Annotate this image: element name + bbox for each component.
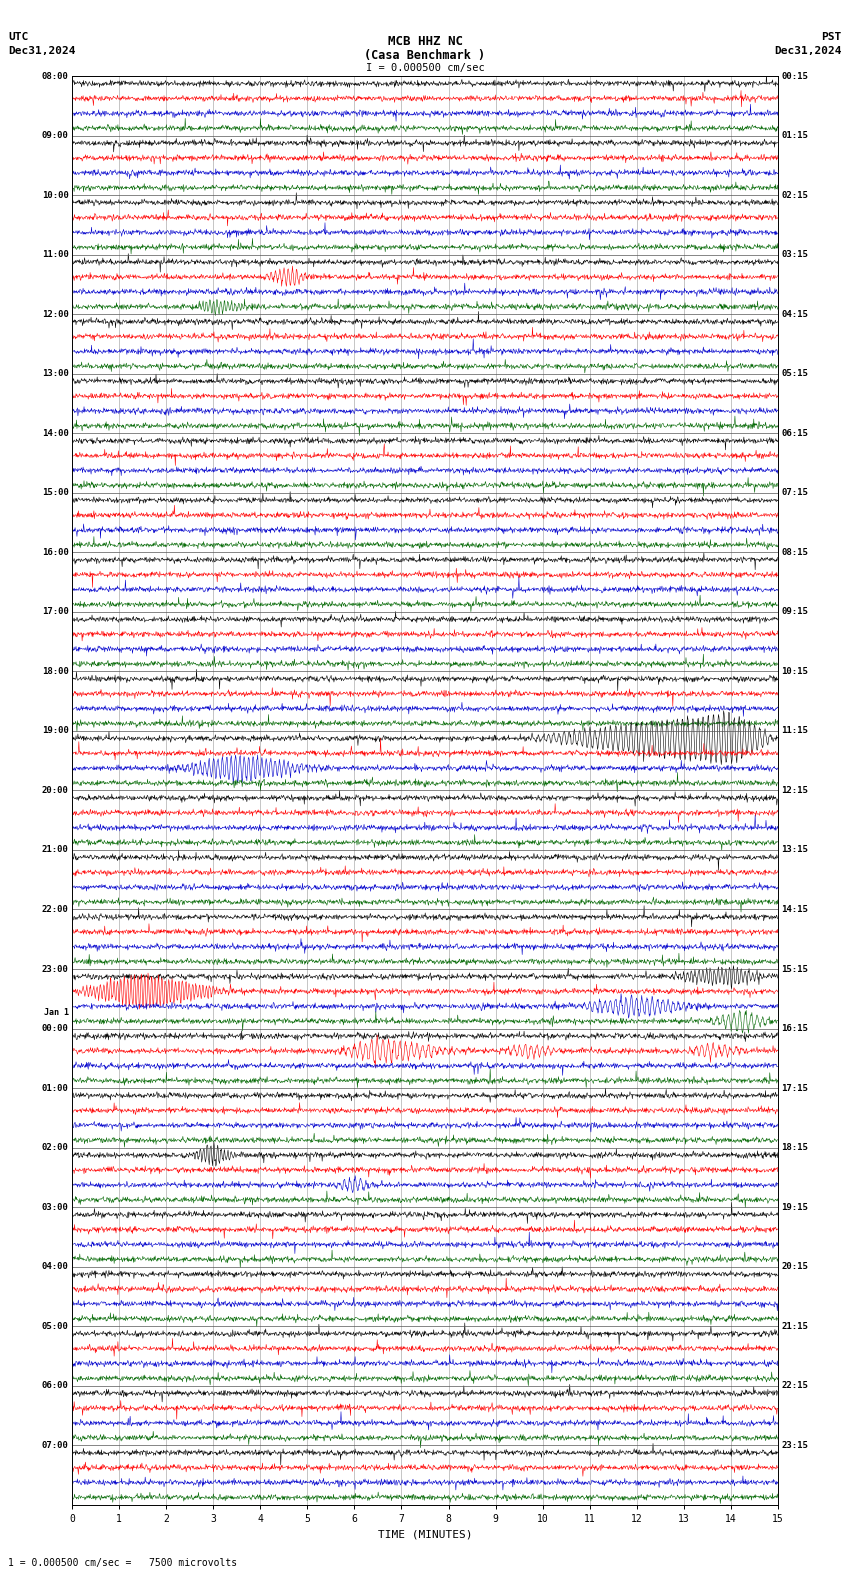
Text: UTC: UTC [8, 32, 29, 41]
Text: I = 0.000500 cm/sec: I = 0.000500 cm/sec [366, 63, 484, 73]
Text: (Casa Benchmark ): (Casa Benchmark ) [365, 49, 485, 62]
Text: 10:00: 10:00 [42, 190, 69, 200]
Text: 05:15: 05:15 [781, 369, 808, 379]
Text: MCB HHZ NC: MCB HHZ NC [388, 35, 462, 48]
Text: 16:15: 16:15 [781, 1023, 808, 1033]
Text: 08:00: 08:00 [42, 71, 69, 81]
Text: PST: PST [821, 32, 842, 41]
Text: 20:00: 20:00 [42, 786, 69, 795]
Text: 14:15: 14:15 [781, 904, 808, 914]
Text: 13:15: 13:15 [781, 846, 808, 854]
Text: Dec31,2024: Dec31,2024 [8, 46, 76, 55]
Text: 00:00: 00:00 [42, 1023, 69, 1033]
Text: 22:15: 22:15 [781, 1381, 808, 1391]
Text: 19:15: 19:15 [781, 1202, 808, 1212]
Text: 14:00: 14:00 [42, 429, 69, 437]
Text: 1 = 0.000500 cm/sec =   7500 microvolts: 1 = 0.000500 cm/sec = 7500 microvolts [8, 1559, 238, 1568]
Text: 11:15: 11:15 [781, 727, 808, 735]
Text: 19:00: 19:00 [42, 727, 69, 735]
Text: 15:15: 15:15 [781, 965, 808, 974]
Text: 07:15: 07:15 [781, 488, 808, 497]
Text: 10:15: 10:15 [781, 667, 808, 676]
X-axis label: TIME (MINUTES): TIME (MINUTES) [377, 1530, 473, 1540]
Text: 02:00: 02:00 [42, 1144, 69, 1152]
Text: 17:15: 17:15 [781, 1083, 808, 1093]
Text: 18:00: 18:00 [42, 667, 69, 676]
Text: 15:00: 15:00 [42, 488, 69, 497]
Text: 20:15: 20:15 [781, 1262, 808, 1272]
Text: 23:15: 23:15 [781, 1441, 808, 1449]
Text: 03:00: 03:00 [42, 1202, 69, 1212]
Text: 04:00: 04:00 [42, 1262, 69, 1272]
Text: 13:00: 13:00 [42, 369, 69, 379]
Text: 04:15: 04:15 [781, 309, 808, 318]
Text: 08:15: 08:15 [781, 548, 808, 558]
Text: 16:00: 16:00 [42, 548, 69, 558]
Text: 07:00: 07:00 [42, 1441, 69, 1449]
Text: 12:15: 12:15 [781, 786, 808, 795]
Text: 21:15: 21:15 [781, 1321, 808, 1331]
Text: 06:00: 06:00 [42, 1381, 69, 1391]
Text: 12:00: 12:00 [42, 309, 69, 318]
Text: 01:15: 01:15 [781, 131, 808, 139]
Text: 05:00: 05:00 [42, 1321, 69, 1331]
Text: 03:15: 03:15 [781, 250, 808, 260]
Text: 22:00: 22:00 [42, 904, 69, 914]
Text: 18:15: 18:15 [781, 1144, 808, 1152]
Text: 11:00: 11:00 [42, 250, 69, 260]
Text: 21:00: 21:00 [42, 846, 69, 854]
Text: 17:00: 17:00 [42, 607, 69, 616]
Text: Jan 1: Jan 1 [43, 1007, 69, 1017]
Text: 06:15: 06:15 [781, 429, 808, 437]
Text: 00:15: 00:15 [781, 71, 808, 81]
Text: 23:00: 23:00 [42, 965, 69, 974]
Text: 09:15: 09:15 [781, 607, 808, 616]
Text: Dec31,2024: Dec31,2024 [774, 46, 842, 55]
Text: 02:15: 02:15 [781, 190, 808, 200]
Text: 09:00: 09:00 [42, 131, 69, 139]
Text: 01:00: 01:00 [42, 1083, 69, 1093]
